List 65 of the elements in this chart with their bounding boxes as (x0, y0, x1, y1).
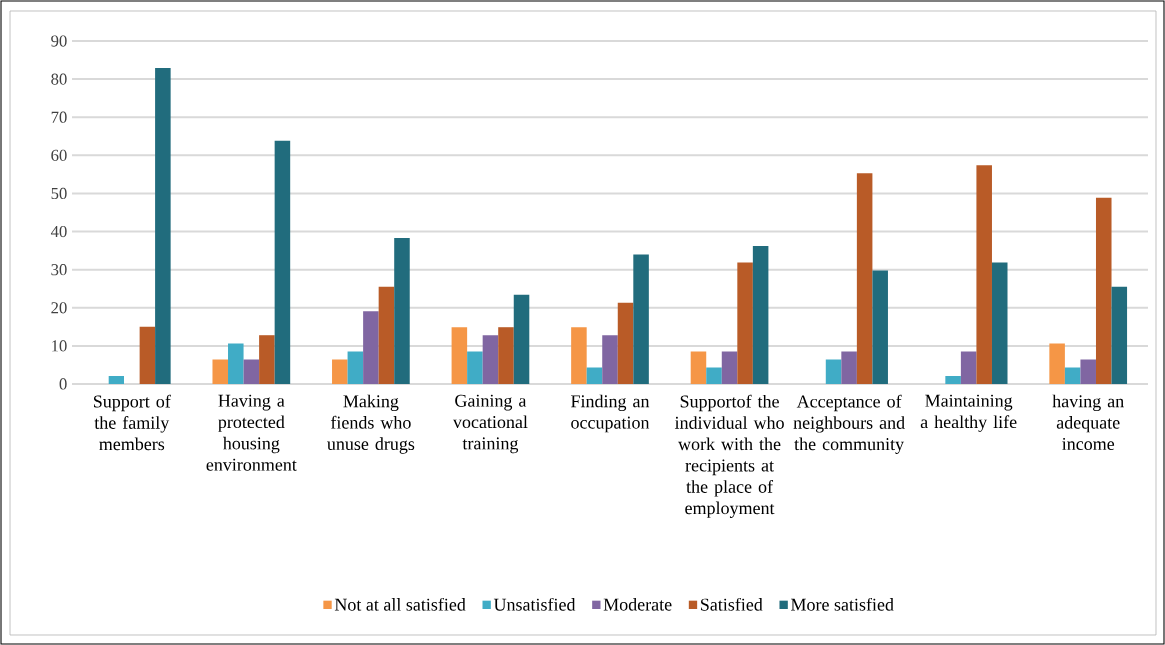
bar (706, 367, 722, 384)
bar (721, 351, 738, 384)
y-tick-label: 20 (51, 302, 67, 314)
bar (243, 359, 260, 384)
bar (467, 351, 483, 384)
bar (752, 246, 769, 384)
bar (872, 270, 888, 384)
y-tick-label: 10 (52, 340, 67, 352)
bar (228, 343, 244, 384)
bar (1064, 367, 1081, 384)
bar (513, 294, 530, 384)
bar (1111, 286, 1128, 384)
bar (482, 335, 499, 384)
bar (1080, 359, 1096, 384)
bar (960, 351, 977, 384)
legend-label: Moderate (603, 597, 672, 611)
bar (378, 286, 395, 384)
bar (690, 351, 707, 384)
bar (212, 359, 229, 384)
legend-label: More satisfied (791, 597, 894, 611)
y-tick-label: 40 (50, 225, 67, 238)
bar (108, 375, 125, 384)
x-tick-label: Having a protected housing environment (206, 394, 297, 471)
bar (976, 165, 992, 384)
legend-label: Unsatisfied (493, 597, 576, 611)
bar (332, 359, 348, 384)
legend-label: Not at all satisfied (334, 597, 466, 611)
bar (945, 375, 961, 384)
y-tick-label: 70 (51, 111, 67, 123)
bar (259, 335, 275, 384)
x-tick-label: having an adequate income (1052, 394, 1124, 451)
x-tick-label: Maintaining a healthy life (920, 394, 1017, 432)
bar (841, 351, 857, 384)
bar (451, 327, 468, 384)
bar (617, 302, 634, 384)
bar (856, 173, 873, 384)
bar (571, 327, 587, 384)
x-tick-label: Gaining a vocational training (452, 394, 528, 454)
y-tick-label: 50 (51, 187, 67, 200)
bar (394, 238, 410, 384)
legend-label: Satisfied (701, 597, 763, 611)
bar (363, 311, 379, 384)
bar (825, 359, 842, 384)
bar (586, 367, 603, 384)
y-tick-label: 80 (51, 73, 67, 85)
bar (347, 351, 364, 384)
bar (602, 335, 618, 384)
y-tick-label: 30 (51, 264, 67, 276)
bar (1095, 197, 1112, 384)
x-tick-label: Making fiends who unuse drugs (327, 394, 415, 454)
bar (139, 326, 156, 384)
y-tick-label: 90 (51, 35, 67, 47)
bar (991, 262, 1008, 384)
bar (498, 327, 514, 384)
y-tick-label: 60 (51, 149, 67, 161)
x-tick-label: Support of the family members (94, 394, 171, 451)
bar (155, 68, 171, 384)
x-tick-label: Acceptance of neighbours and the community (793, 394, 905, 454)
x-tick-label: Finding an occupation (571, 394, 650, 433)
bar (274, 140, 291, 384)
bar (737, 262, 753, 384)
bar (1049, 343, 1065, 384)
bar (633, 254, 649, 384)
x-tick-label: Supportof the individual who work with the recipients at the place of employment (674, 394, 784, 518)
y-tick-label: 0 (59, 378, 67, 390)
